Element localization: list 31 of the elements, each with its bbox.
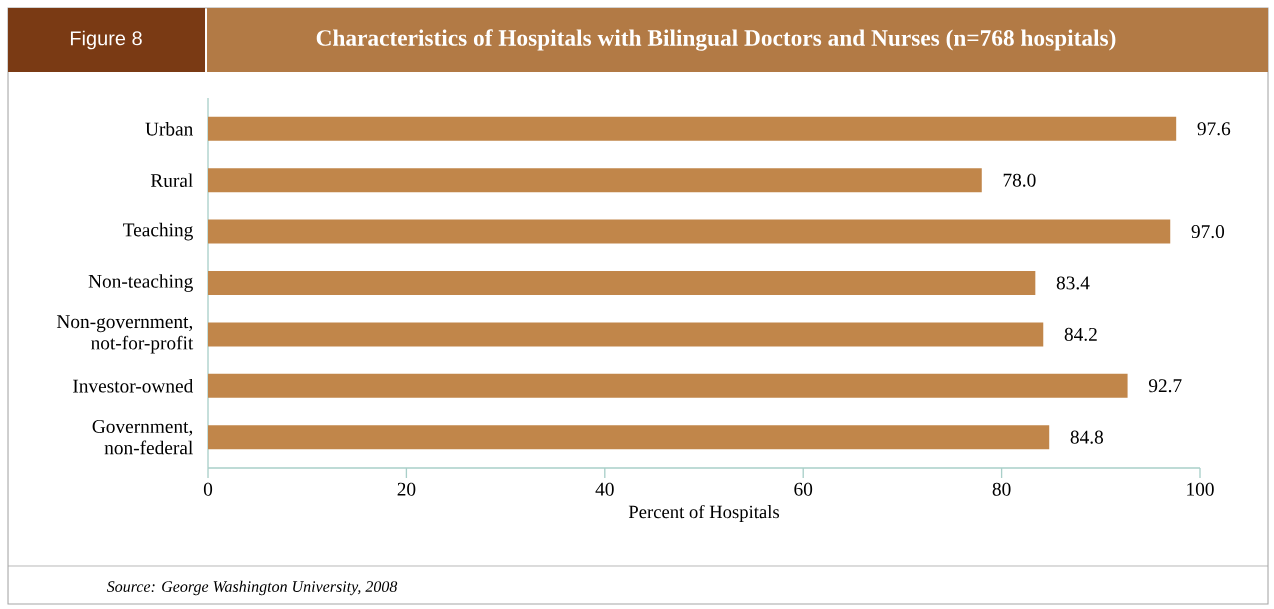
x-axis-title: Percent of Hospitals bbox=[628, 504, 780, 523]
chart-title: Characteristics of Hospitals with Bilingual Doctors and Nurses (n=768 hospitals) bbox=[316, 29, 1116, 51]
data-label: 84.8 bbox=[1070, 430, 1104, 444]
data-label: 92.7 bbox=[1148, 379, 1182, 393]
x-tick-label: 20 bbox=[397, 482, 416, 496]
y-tick-label: Teaching bbox=[123, 222, 193, 241]
source-note: Source: George Washington University, 2008 bbox=[106, 580, 398, 596]
bar bbox=[208, 373, 1128, 398]
x-tick-label: 40 bbox=[595, 482, 614, 496]
data-label: 78.0 bbox=[1003, 173, 1036, 187]
x-tick-label: 100 bbox=[1187, 482, 1214, 496]
y-tick-label: Urban bbox=[145, 122, 193, 136]
data-label: 97.0 bbox=[1191, 225, 1225, 239]
data-label: 83.4 bbox=[1056, 276, 1090, 290]
data-label: 97.6 bbox=[1197, 122, 1231, 136]
bar bbox=[208, 322, 1044, 347]
y-tick-label: Rural bbox=[150, 173, 193, 188]
y-tick-label: Non-government, not-for-profit bbox=[56, 315, 194, 354]
bar bbox=[208, 116, 1177, 141]
x-tick-label: 60 bbox=[794, 482, 813, 496]
bar bbox=[208, 168, 982, 193]
data-label: 84.2 bbox=[1064, 327, 1097, 341]
bar bbox=[208, 271, 1036, 295]
y-tick-label: Government, non-federal bbox=[92, 420, 193, 455]
y-tick-label: Non-teaching bbox=[88, 274, 193, 292]
y-tick-label: Investor-owned bbox=[73, 378, 194, 393]
bar bbox=[208, 219, 1171, 244]
caption: Figure 8 bbox=[70, 30, 142, 50]
bar bbox=[208, 425, 1050, 450]
x-tick-label: 80 bbox=[992, 482, 1011, 496]
x-tick-label: 0 bbox=[203, 482, 213, 496]
